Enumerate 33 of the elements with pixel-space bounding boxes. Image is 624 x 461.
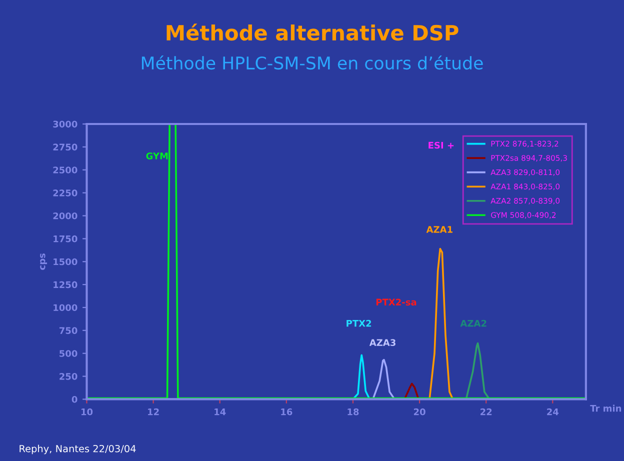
chart-subtitle: Méthode HPLC-SM-SM en cours d’étude [142,55,483,70]
annotation: AZA1 [426,226,452,233]
y-tick-label: 3000 [53,120,78,128]
x-tick-label: 20 [414,408,426,416]
y-tick-label: 750 [59,327,78,334]
y-tick-label: 500 [60,350,78,357]
x-axis-title: Tr min [590,404,622,412]
x-tick-label: 14 [214,408,226,416]
y-tick-label: 1250 [54,281,78,288]
y-tick-label: 250 [60,373,78,380]
x-tick-label: 10 [81,408,93,416]
x-tick-label: 12 [148,408,159,416]
text: Rephy, Nantes 22/03/04 [20,444,136,454]
x-tick-label: 24 [547,408,559,416]
x-tick-label: 16 [281,408,292,416]
annotation: ESI + [428,142,454,149]
y-tick-label: 1500 [54,258,78,266]
y-tick-label: 2750 [53,144,78,150]
y-tick-label: 2000 [53,212,78,220]
annotation: GYM [146,152,168,160]
y-axis-title: cps [40,253,48,270]
annotation: AZA2 [460,320,486,327]
annotation: PTX2 [346,320,372,327]
y-tick-label: 2250 [53,190,78,196]
annotation: PTX2-sa [376,298,416,306]
chart-title: Méthode alternative DSP [166,24,458,41]
x-tick-label: 18 [348,408,359,416]
y-tick-label: 2500 [53,166,78,174]
y-tick-label: 1750 [54,235,78,242]
y-tick-label: 1000 [54,304,78,312]
y-tick-label: 0 [72,396,78,403]
annotation: AZA3 [369,339,396,346]
x-tick-label: 22 [480,408,492,416]
